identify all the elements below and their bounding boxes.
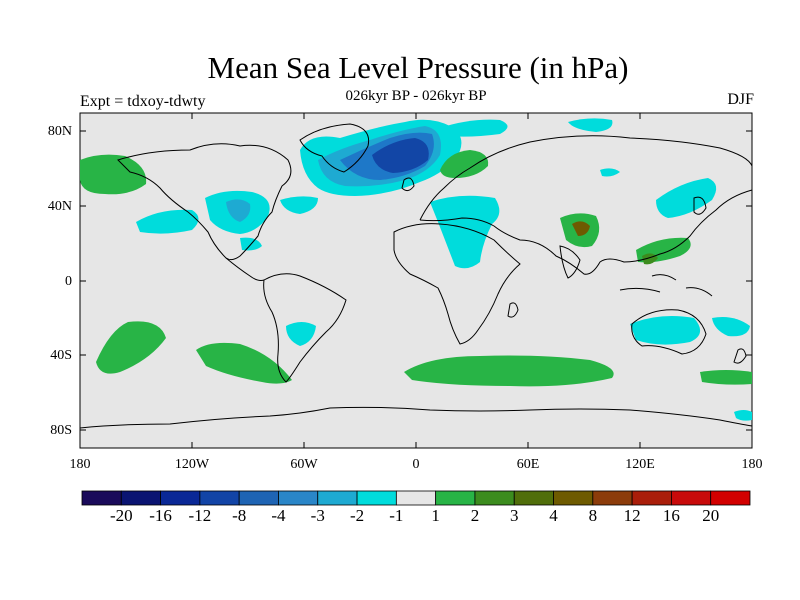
colorbar-swatch (120, 490, 161, 506)
lat-label-0: 0 (65, 274, 72, 289)
region-north-pacific-green (80, 154, 147, 195)
region-south-america-cyan (286, 322, 316, 346)
coast-central-america (225, 257, 265, 281)
coast-africa (393, 223, 521, 345)
season-label: DJF (727, 91, 754, 108)
lat-label-40n: 40N (47, 199, 72, 214)
coastlines (79, 123, 753, 429)
lat-label-40s: 40S (50, 348, 72, 363)
region-north-america-light-blue (226, 199, 251, 222)
colorbar-tick-label: 12 (623, 506, 641, 525)
region-arctic-cyan (440, 119, 508, 137)
colorbar-tick-label: 2 (470, 506, 480, 525)
region-atlantic-cyan (280, 196, 318, 214)
colorbar-swatch (474, 490, 515, 506)
coast-eurasia (419, 135, 753, 275)
colorbar-tick-label: 16 (662, 506, 680, 525)
colorbar-swatch (592, 490, 633, 506)
colorbar-tick-label: -20 (109, 506, 133, 525)
region-tibet-olive (572, 221, 590, 236)
coast-greenland (299, 123, 370, 173)
coast-new-zealand (733, 348, 747, 364)
colorbar-tick-label: 8 (588, 506, 598, 525)
lon-label-120e: 120E (625, 457, 655, 472)
colorbar-swatch (81, 490, 122, 506)
coast-uk (401, 177, 415, 192)
colorbar-tick-label: -4 (271, 506, 286, 525)
region-north-atlantic-dark-blue (372, 138, 429, 173)
colorbar-tick-label: 20 (702, 506, 720, 525)
colorbar-swatch (160, 490, 201, 506)
coast-south-america (263, 273, 347, 383)
coast-north-america (117, 143, 292, 261)
experiment-label: Expt = tdxoy-tdwty (80, 93, 206, 110)
colorbar (81, 490, 751, 506)
region-south-pacific-green-west (96, 321, 166, 374)
coast-madagascar (507, 302, 519, 318)
colorbar-swatch (356, 490, 397, 506)
lon-label-0: 0 (412, 457, 420, 472)
lat-label-80s: 80S (50, 423, 72, 438)
lat-label-80n: 80N (47, 124, 72, 139)
colorbar-swatch (238, 490, 279, 506)
colorbar-swatch (513, 490, 554, 506)
anomaly-fields (80, 118, 752, 421)
region-southern-ocean-green (404, 355, 614, 387)
region-mediterranean-cyan (430, 195, 500, 269)
colorbar-tick-label: 3 (509, 506, 519, 525)
colorbar-tick-label: -8 (232, 506, 247, 525)
map-subtitle: 026kyr BP - 026kyr BP (345, 88, 487, 104)
colorbar-tick-label: 4 (549, 506, 558, 525)
lon-label-120w: 120W (174, 457, 210, 472)
coast-antarctica (79, 406, 753, 429)
lon-label-60e: 60E (516, 457, 540, 472)
region-barents-cyan (568, 118, 613, 132)
colorbar-swatch (317, 490, 358, 506)
region-east-asia-cyan (656, 178, 717, 218)
colorbar-swatch (710, 490, 751, 506)
colorbar-swatch (671, 490, 712, 506)
region-tasman-cyan (712, 317, 750, 337)
map-title: Mean Sea Level Pressure (in hPa) (207, 50, 629, 85)
region-scandinavia-green (440, 150, 489, 178)
colorbar-swatch (199, 490, 240, 506)
colorbar-tick-label: -1 (389, 506, 404, 525)
region-north-pacific-cyan (136, 209, 199, 234)
colorbar-swatch (553, 490, 594, 506)
region-south-pacific-green-far-east (700, 370, 752, 385)
region-antarctic-cyan (734, 410, 752, 421)
colorbar-tick-label: -2 (349, 506, 365, 525)
colorbar-tick-label: 1 (431, 506, 440, 525)
colorbar-tick-label: -12 (188, 506, 212, 525)
coast-india (559, 245, 581, 279)
colorbar-swatch (395, 490, 437, 506)
coast-australia (631, 309, 707, 355)
region-australia-cyan (630, 316, 701, 345)
lon-label-180w: 180 (69, 457, 91, 472)
coast-indonesia (619, 274, 713, 297)
region-south-pacific-green-east (196, 342, 292, 384)
coast-japan (693, 196, 707, 215)
lon-label-180e: 180 (741, 457, 763, 472)
colorbar-swatch (278, 490, 319, 506)
axis-ticks (80, 113, 752, 448)
colorbar-tick-label: -3 (310, 506, 325, 525)
colorbar-swatch (435, 490, 476, 506)
colorbar-swatch (631, 490, 672, 506)
lon-label-60w: 60W (290, 457, 318, 472)
colorbar-tick-label: -16 (149, 506, 172, 525)
region-siberia-cyan (600, 168, 620, 177)
